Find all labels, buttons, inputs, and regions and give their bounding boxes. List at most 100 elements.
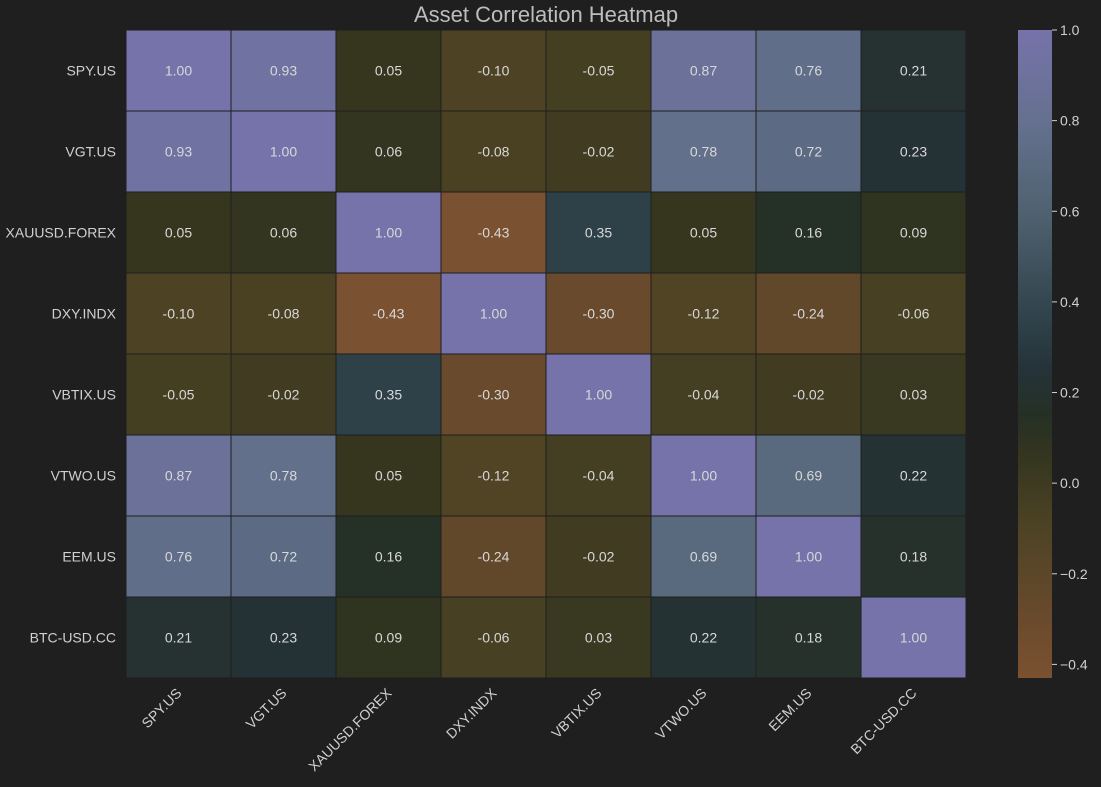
- heatmap-cell: [755, 353, 862, 436]
- cell-value-label: 0.05: [375, 468, 402, 484]
- heatmap-cell: [650, 110, 757, 193]
- heatmap-cell: [440, 110, 547, 193]
- cell-value-label: -0.05: [583, 63, 615, 79]
- colorbar-tick-label: 0.2: [1060, 385, 1080, 401]
- heatmap-cell: [125, 29, 232, 112]
- heatmap-cell: [650, 515, 757, 598]
- heatmap-cell: [545, 353, 652, 436]
- chart-title: Asset Correlation Heatmap: [414, 2, 678, 27]
- cell-value-label: 1.00: [270, 144, 297, 160]
- cell-value-label: -0.06: [898, 306, 930, 322]
- heatmap-cell: [650, 434, 757, 517]
- cell-value-label: 0.22: [900, 468, 927, 484]
- cell-value-label: 0.06: [375, 144, 402, 160]
- cell-value-label: 0.23: [270, 630, 297, 646]
- cell-value-label: -0.12: [478, 468, 510, 484]
- cell-value-label: 0.23: [900, 144, 927, 160]
- cell-value-label: 1.00: [480, 306, 507, 322]
- x-axis-tick-labels: SPY.US VGT.US XAUUSD.FOREX DXY.INDX VBTIX.US…: [138, 684, 919, 774]
- cell-value-label: -0.43: [373, 306, 405, 322]
- heatmap-cells: 1.00 0.93 0.05 -0.10 -0.05 0.87 0.76 0.21 0.93 1.…: [125, 29, 967, 679]
- heatmap-cell: [230, 596, 337, 679]
- cell-value-label: -0.04: [688, 387, 720, 403]
- heatmap-cell: [440, 596, 547, 679]
- colorbar-tick-label: −0.2: [1060, 566, 1088, 582]
- cell-value-label: -0.43: [478, 225, 510, 241]
- heatmap-cell: [755, 434, 862, 517]
- heatmap-cell: [230, 434, 337, 517]
- heatmap-cell: [335, 29, 442, 112]
- cell-value-label: 0.69: [690, 549, 717, 565]
- cell-value-label: 0.03: [585, 630, 612, 646]
- heatmap-cell: [125, 272, 232, 355]
- cell-value-label: 1.00: [375, 225, 402, 241]
- cell-value-label: 0.76: [795, 63, 822, 79]
- cell-value-label: -0.30: [583, 306, 615, 322]
- x-tick-label: SPY.US: [138, 685, 184, 731]
- colorbar-tick-label: 0.0: [1060, 475, 1080, 491]
- cell-value-label: -0.04: [583, 468, 615, 484]
- cell-value-label: 0.03: [900, 387, 927, 403]
- cell-value-label: 0.87: [165, 468, 192, 484]
- y-tick-label: EEM.US: [62, 549, 116, 565]
- y-axis-tick-labels: SPY.US VGT.US XAUUSD.FOREX DXY.INDX VBTIX.US…: [6, 63, 117, 646]
- y-tick-label: SPY.US: [66, 63, 116, 79]
- heatmap-cell: [860, 29, 967, 112]
- heatmap-cell: [230, 110, 337, 193]
- cell-value-label: -0.05: [163, 387, 195, 403]
- cell-value-label: 0.05: [375, 63, 402, 79]
- y-tick-label: VGT.US: [65, 144, 116, 160]
- colorbar-tick-label: 0.8: [1060, 113, 1080, 129]
- heatmap-cell: [755, 110, 862, 193]
- cell-value-label: 0.76: [165, 549, 192, 565]
- x-tick-label: EEM.US: [765, 685, 814, 734]
- heatmap-cell: [545, 191, 652, 274]
- cell-value-label: 0.35: [585, 225, 612, 241]
- cell-value-label: -0.24: [478, 549, 510, 565]
- heatmap-cell: [335, 596, 442, 679]
- cell-value-label: 1.00: [900, 630, 927, 646]
- heatmap-cell: [860, 353, 967, 436]
- cell-value-label: 0.72: [795, 144, 822, 160]
- cell-value-label: 0.09: [375, 630, 402, 646]
- cell-value-label: 0.18: [795, 630, 822, 646]
- heatmap-cell: [860, 596, 967, 679]
- heatmap-cell: [335, 353, 442, 436]
- heatmap-cell: [335, 515, 442, 598]
- heatmap-cell: [545, 272, 652, 355]
- colorbar: 1.0 0.8 0.6 0.4 0.2 0.0 −0.2 −0.4: [1018, 22, 1088, 678]
- cell-value-label: 0.72: [270, 549, 297, 565]
- heatmap-cell: [125, 191, 232, 274]
- colorbar-tick-label: −0.4: [1060, 656, 1088, 672]
- cell-value-label: 0.78: [690, 144, 717, 160]
- heatmap-cell: [545, 515, 652, 598]
- heatmap-cell: [860, 515, 967, 598]
- cell-value-label: -0.30: [478, 387, 510, 403]
- cell-value-label: 0.09: [900, 225, 927, 241]
- x-tick-label: DXY.INDX: [443, 684, 500, 741]
- cell-value-label: 0.21: [900, 63, 927, 79]
- cell-value-label: -0.10: [478, 63, 510, 79]
- x-tick-label: VBTIX.US: [548, 685, 604, 741]
- heatmap-cell: [755, 191, 862, 274]
- y-tick-label: VTWO.US: [51, 468, 116, 484]
- cell-value-label: -0.24: [793, 306, 825, 322]
- cell-value-label: 0.16: [795, 225, 822, 241]
- heatmap-cell: [440, 272, 547, 355]
- heatmap-cell: [125, 515, 232, 598]
- x-tick-label: VGT.US: [243, 685, 290, 732]
- heatmap-cell: [440, 29, 547, 112]
- colorbar-gradient: [1018, 30, 1052, 678]
- y-tick-label: XAUUSD.FOREX: [6, 225, 117, 241]
- heatmap-cell: [545, 434, 652, 517]
- cell-value-label: -0.02: [583, 549, 615, 565]
- heatmap-cell: [335, 434, 442, 517]
- heatmap-cell: [545, 29, 652, 112]
- y-tick-label: DXY.INDX: [52, 306, 117, 322]
- heatmap-cell: [440, 191, 547, 274]
- cell-value-label: 0.69: [795, 468, 822, 484]
- cell-value-label: 0.35: [375, 387, 402, 403]
- cell-value-label: 0.05: [165, 225, 192, 241]
